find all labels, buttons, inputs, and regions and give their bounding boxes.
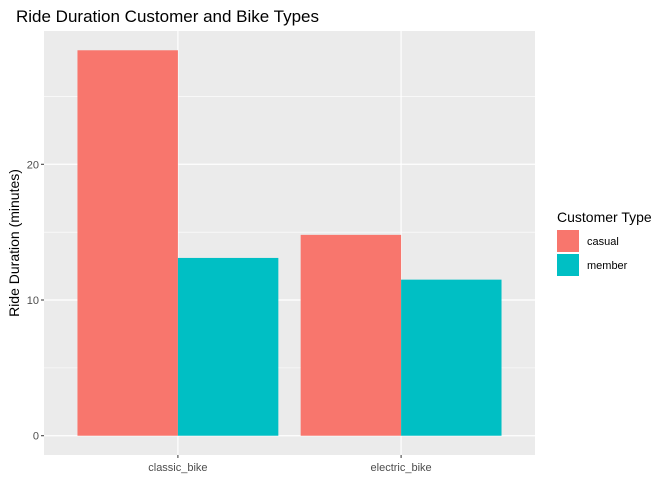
- legend: Customer Type casual member: [557, 209, 652, 276]
- y-axis: 0 10 20: [27, 159, 44, 443]
- legend-key-casual: [557, 230, 579, 252]
- legend-label-casual: casual: [587, 236, 619, 248]
- legend-label-member: member: [587, 260, 628, 272]
- bar-member-electric_bike: [401, 279, 502, 436]
- bar-casual-classic_bike: [77, 50, 178, 436]
- x-tick-label: electric_bike: [371, 462, 432, 474]
- bars: [77, 50, 502, 436]
- chart-title: Ride Duration Customer and Bike Types: [16, 7, 319, 26]
- y-tick-label: 0: [33, 431, 39, 443]
- y-tick-label: 10: [27, 295, 39, 307]
- legend-title: Customer Type: [557, 209, 652, 225]
- bar-casual-electric_bike: [300, 234, 402, 436]
- y-tick-label: 20: [27, 159, 39, 171]
- x-tick-label: classic_bike: [148, 462, 207, 474]
- bar-member-classic_bike: [177, 257, 279, 436]
- y-axis-title: Ride Duration (minutes): [6, 169, 22, 317]
- legend-key-member: [557, 254, 579, 276]
- x-axis: classic_bike electric_bike: [148, 455, 432, 474]
